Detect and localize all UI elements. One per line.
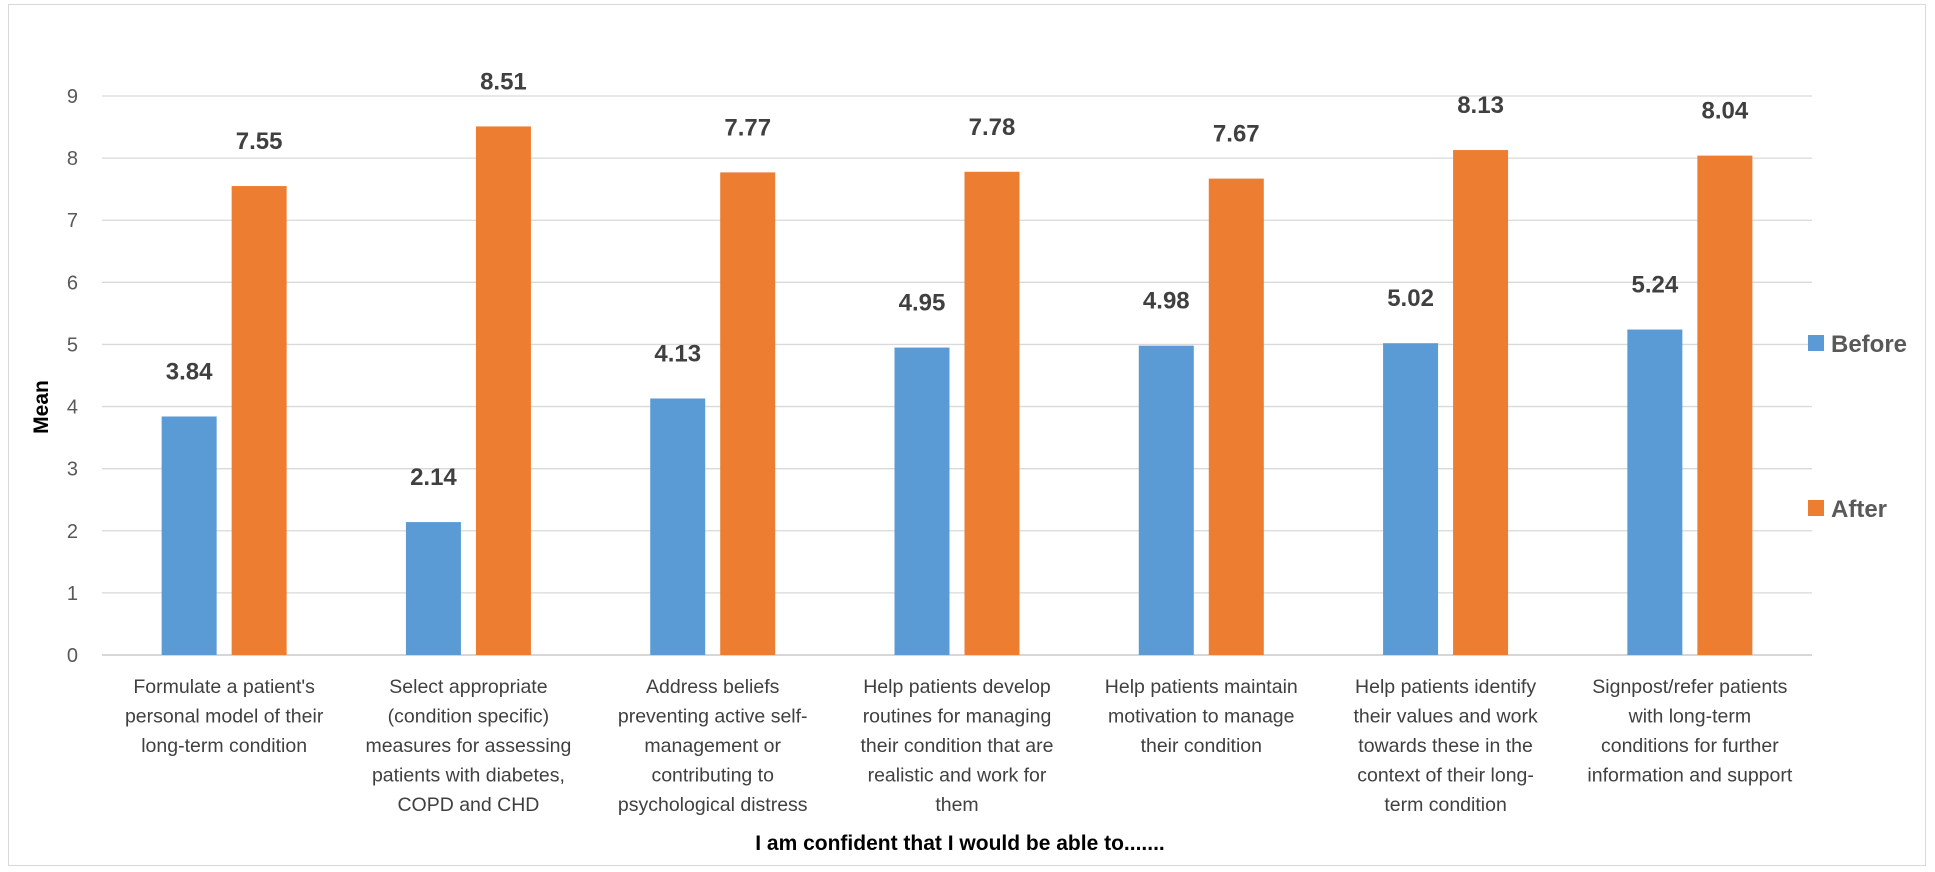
bar-before	[1138, 345, 1194, 655]
data-label: 2.14	[410, 464, 457, 491]
category-label: Formulate a patient's personal model of t…	[125, 676, 324, 757]
category-label-line: them	[935, 794, 978, 816]
category-label-line: routines for managing	[863, 706, 1052, 728]
category-label-line: preventing active self-	[618, 706, 808, 728]
bar-before	[650, 398, 706, 655]
y-tick-label: 1	[67, 583, 78, 605]
legend-label-before: Before	[1831, 331, 1907, 358]
category-label-line: towards these in the	[1358, 735, 1533, 757]
data-label: 8.51	[480, 68, 527, 95]
category-label-line: Address beliefs	[646, 676, 780, 698]
data-label: 5.24	[1631, 272, 1678, 299]
data-label: 7.67	[1213, 121, 1260, 148]
bar-after	[1453, 150, 1509, 655]
category-label-line: their condition that are	[861, 735, 1054, 757]
data-label: 7.78	[969, 114, 1016, 141]
category-label-line: their condition	[1141, 735, 1262, 757]
legend-swatch-after	[1808, 500, 1824, 516]
category-label: Address beliefs preventing active self-ma…	[618, 676, 808, 816]
category-label-line: conditions for further	[1601, 735, 1779, 757]
data-label: 3.84	[166, 358, 213, 385]
y-tick-label: 7	[67, 210, 78, 232]
bar-before	[1627, 329, 1683, 655]
category-label-line: COPD and CHD	[397, 794, 539, 816]
y-tick-label: 5	[67, 334, 78, 356]
category-label-line: management or	[644, 735, 781, 757]
category-label-line: measures for assessing	[365, 735, 571, 757]
category-label-line: with long-term	[1628, 706, 1751, 728]
legend-swatch-before	[1808, 335, 1824, 351]
y-tick-label: 3	[67, 459, 78, 481]
category-label-line: realistic and work for	[868, 765, 1047, 787]
bar-after	[231, 186, 287, 656]
x-axis-title: I am confident that I would be able to..…	[755, 832, 1165, 855]
category-label-line: Select appropriate	[389, 676, 547, 698]
data-labels: 3.84 7.55 2.14 8.51 4.13 7.77 4.95 7.78 4.98 7.67…	[166, 68, 1749, 491]
data-label: 4.95	[899, 290, 946, 317]
category-label-line: contributing to	[651, 765, 774, 787]
x-axis-categories: Formulate a patient's personal model of t…	[125, 676, 1793, 816]
data-label: 4.13	[654, 340, 701, 367]
category-label: Help patients develop routines for managi…	[861, 676, 1054, 816]
y-tick-label: 9	[67, 86, 78, 108]
bar-after	[1697, 155, 1753, 656]
bar-after	[720, 172, 776, 655]
bar-after	[1208, 178, 1264, 655]
category-label: Help patients identify their values and w…	[1353, 676, 1538, 816]
bar-before	[1383, 343, 1439, 655]
category-label-line: Formulate a patient's	[133, 676, 315, 698]
data-label: 7.77	[724, 114, 771, 141]
category-label-line: their values and work	[1353, 706, 1538, 728]
data-label: 5.02	[1387, 285, 1434, 312]
category-label: Select appropriate (condition specific) me…	[365, 676, 571, 816]
category-label-line: personal model of their	[125, 706, 324, 728]
category-label-line: psychological distress	[618, 794, 808, 816]
bar-before	[894, 347, 950, 655]
data-label: 8.13	[1457, 92, 1504, 119]
y-axis-title: Mean	[30, 380, 53, 434]
y-tick-label: 8	[67, 148, 78, 170]
category-label: Help patients maintain motivation to mana…	[1105, 676, 1298, 757]
bar-before	[161, 416, 217, 655]
legend-label-after: After	[1831, 496, 1887, 523]
category-label-line: information and support	[1587, 765, 1792, 787]
y-tick-label: 4	[67, 397, 78, 419]
bar-before	[405, 522, 461, 655]
data-label: 8.04	[1701, 98, 1748, 125]
y-tick-label: 2	[67, 521, 78, 543]
category-label-line: Signpost/refer patients	[1592, 676, 1787, 698]
bar-after	[475, 126, 531, 655]
category-label: Signpost/refer patients with long-term con…	[1587, 676, 1792, 787]
category-label-line: (condition specific)	[388, 706, 549, 728]
category-label-line: Help patients identify	[1355, 676, 1536, 698]
bar-after	[964, 171, 1020, 655]
y-tick-label: 6	[67, 272, 78, 294]
data-label: 7.55	[236, 128, 283, 155]
category-label-line: term condition	[1384, 794, 1506, 816]
category-label-line: long-term condition	[141, 735, 307, 757]
gridlines	[102, 95, 1812, 656]
category-label-line: patients with diabetes,	[372, 765, 565, 787]
bars	[161, 126, 1753, 656]
category-label-line: motivation to manage	[1108, 706, 1294, 728]
category-label-line: Help patients develop	[863, 676, 1051, 698]
y-axis-ticks: 0 1 2 3 4 5 6 7 8 9	[67, 86, 78, 667]
category-label-line: Help patients maintain	[1105, 676, 1298, 698]
y-tick-label: 0	[67, 645, 78, 667]
data-label: 4.98	[1143, 288, 1190, 315]
category-label-line: context of their long-	[1357, 765, 1534, 787]
legend: Before After	[1808, 331, 1907, 523]
